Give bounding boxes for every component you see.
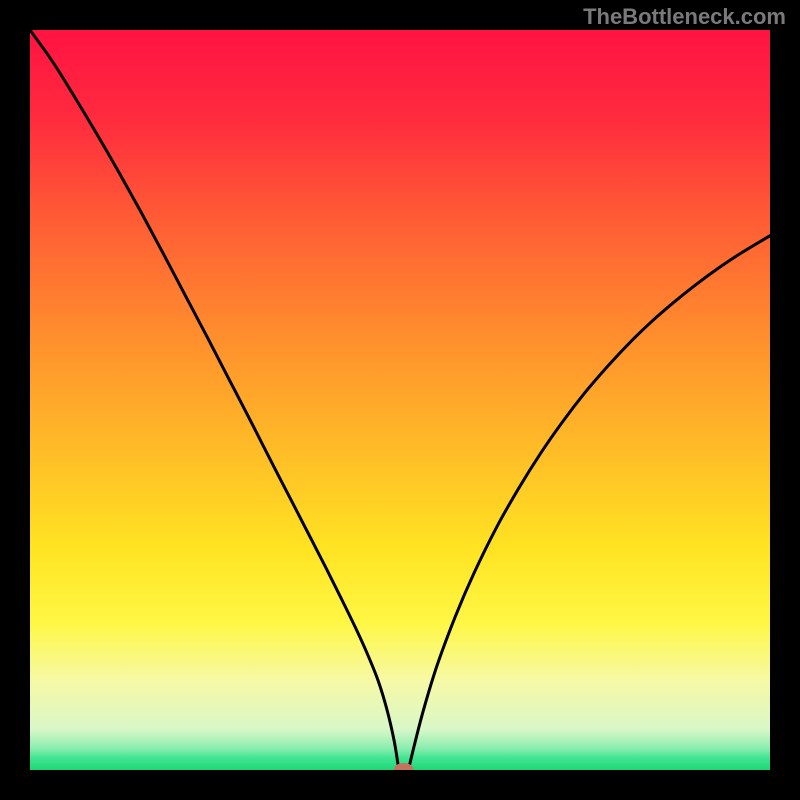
plot-background (30, 30, 770, 770)
bottleneck-plot (30, 30, 770, 770)
chart-frame: TheBottleneck.com (0, 0, 800, 800)
watermark-text: TheBottleneck.com (583, 4, 786, 30)
